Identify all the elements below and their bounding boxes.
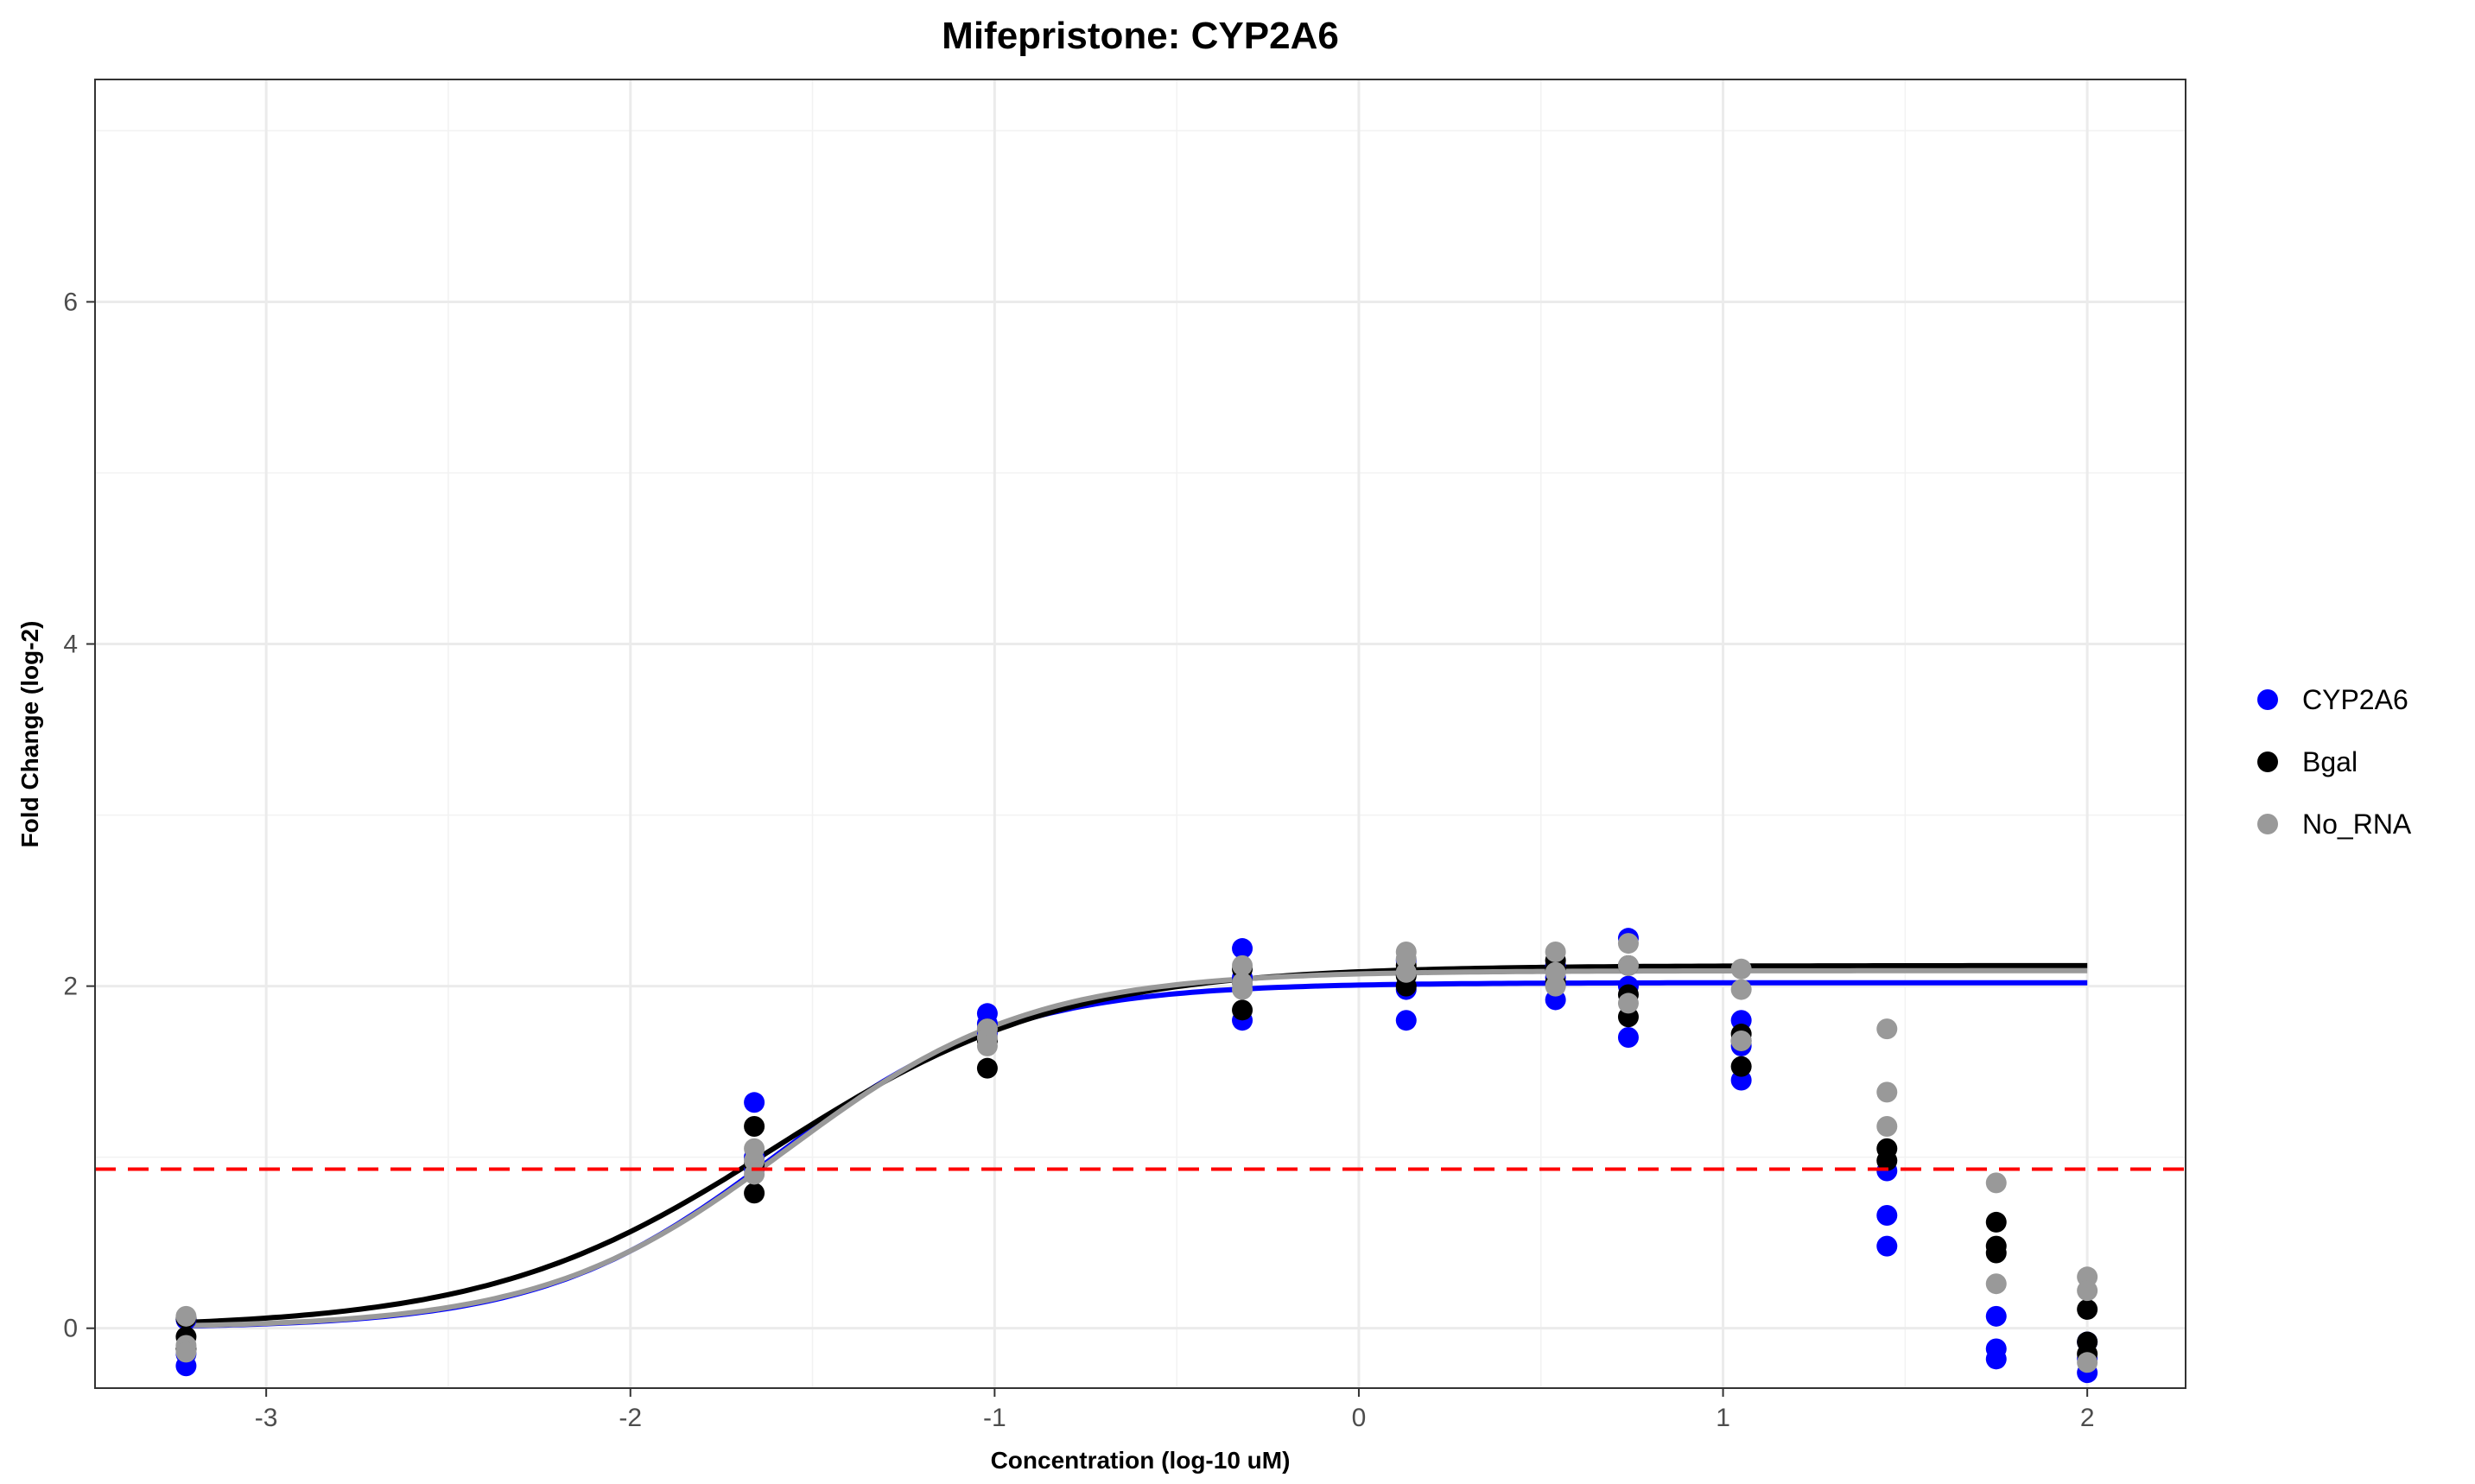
point-bgal — [2077, 1298, 2098, 1320]
point-bgal — [1232, 999, 1253, 1021]
point-bgal — [1730, 1056, 1752, 1077]
point-bgal — [1985, 1242, 2007, 1264]
legend-item-no_rna: No_RNA — [2257, 809, 2412, 840]
point-no_rna — [175, 1341, 197, 1363]
point-no_rna — [1232, 979, 1253, 1000]
point-no_rna — [1617, 954, 1639, 976]
legend-item-bgal: Bgal — [2257, 746, 2358, 777]
data-points — [175, 928, 2098, 1384]
point-no_rna — [1876, 1116, 1898, 1137]
grid-minor — [95, 79, 2186, 1388]
y-tick-label: 6 — [63, 288, 78, 316]
fit-curve-no_rna — [186, 967, 2088, 1329]
point-bgal — [744, 1183, 765, 1204]
legend-item-cyp2a6: CYP2A6 — [2257, 684, 2408, 715]
legend-key-cyp2a6 — [2257, 689, 2278, 710]
legend-label: No_RNA — [2302, 809, 2412, 840]
x-axis-title: Concentration (log-10 uM) — [991, 1447, 1291, 1474]
point-cyp2a6 — [744, 1092, 765, 1113]
point-no_rna — [2077, 1280, 2098, 1302]
point-no_rna — [1876, 1018, 1898, 1040]
point-no_rna — [1876, 1081, 1898, 1103]
point-bgal — [1876, 1150, 1898, 1171]
point-no_rna — [1985, 1172, 2007, 1194]
point-cyp2a6 — [1876, 1235, 1898, 1257]
x-axis: -3 -2 -1 0 1 2 — [255, 1388, 2095, 1432]
point-no_rna — [1232, 954, 1253, 976]
point-no_rna — [2077, 1352, 2098, 1373]
plot-border — [94, 79, 2186, 1389]
x-tick-label: -2 — [619, 1404, 642, 1432]
legend-label: Bgal — [2302, 746, 2358, 777]
point-cyp2a6 — [1395, 1010, 1417, 1031]
point-no_rna — [1730, 958, 1752, 980]
plot-background — [95, 79, 2186, 1388]
point-cyp2a6 — [1985, 1348, 2007, 1370]
y-tick-label: 2 — [63, 973, 78, 1001]
point-no_rna — [1730, 1030, 1752, 1051]
point-cyp2a6 — [1617, 1027, 1639, 1049]
legend-key-no_rna — [2257, 814, 2278, 834]
point-no_rna — [1395, 961, 1417, 983]
legend-key-bgal — [2257, 752, 2278, 772]
x-tick-label: -1 — [983, 1404, 1006, 1432]
y-tick-label: 0 — [63, 1315, 78, 1343]
x-tick-label: -3 — [255, 1404, 278, 1432]
point-no_rna — [1617, 993, 1639, 1014]
point-no_rna — [175, 1305, 197, 1327]
x-tick-label: 2 — [2080, 1404, 2095, 1432]
legend: CYP2A6 Bgal No_RNA — [2257, 684, 2412, 840]
point-no_rna — [1730, 979, 1752, 1000]
point-cyp2a6 — [1876, 1204, 1898, 1226]
point-bgal — [1985, 1211, 2007, 1233]
x-tick-label: 0 — [1352, 1404, 1367, 1432]
point-no_rna — [744, 1164, 765, 1185]
fit-curve-bgal — [186, 962, 2088, 1325]
point-no_rna — [1617, 933, 1639, 954]
point-no_rna — [1985, 1273, 2007, 1295]
point-cyp2a6 — [1985, 1305, 2007, 1327]
plot-panel — [94, 79, 2186, 1389]
y-axis-title: Fold Change (log-2) — [16, 621, 43, 848]
point-bgal — [976, 1057, 998, 1079]
point-no_rna — [1545, 942, 1566, 962]
chart-title: Mifepristone: CYP2A6 — [942, 15, 1339, 57]
point-no_rna — [1545, 975, 1566, 997]
point-bgal — [744, 1116, 765, 1137]
y-tick-label: 4 — [63, 631, 78, 659]
legend-label: CYP2A6 — [2302, 684, 2408, 715]
point-no_rna — [976, 1035, 998, 1056]
fit-curves — [186, 962, 2088, 1329]
y-axis: 0 2 4 6 — [63, 288, 95, 1343]
x-tick-label: 1 — [1716, 1404, 1730, 1432]
point-cyp2a6 — [1232, 938, 1253, 960]
